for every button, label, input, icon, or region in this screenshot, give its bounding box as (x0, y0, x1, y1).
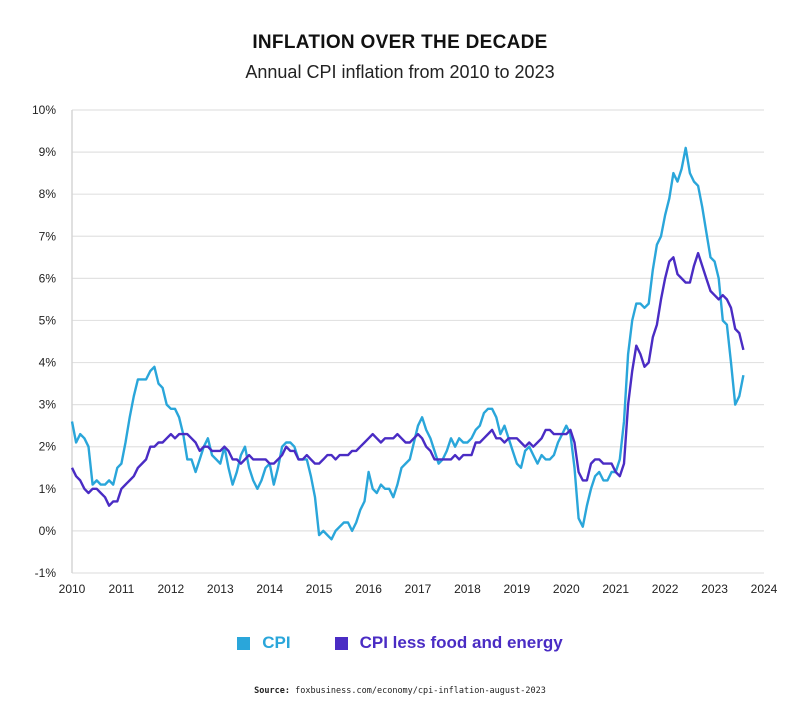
y-tick-label: -1% (35, 566, 57, 580)
y-tick-label: 3% (39, 398, 57, 412)
y-tick-label: 6% (39, 271, 57, 285)
x-tick-label: 2016 (355, 582, 382, 596)
source-note: Source: foxbusiness.com/economy/cpi-infl… (0, 686, 800, 696)
y-tick-label: 8% (39, 187, 57, 201)
chart-title: INFLATION OVER THE DECADE (252, 32, 548, 53)
x-tick-label: 2017 (405, 582, 432, 596)
y-tick-label: 7% (39, 229, 57, 243)
x-tick-label: 2014 (256, 582, 283, 596)
y-tick-label: 2% (39, 440, 57, 454)
legend-label-cpi: CPI (262, 633, 291, 652)
legend-swatch-core-cpi (334, 636, 348, 650)
x-tick-label: 2018 (454, 582, 481, 596)
chart-subtitle: Annual CPI inflation from 2010 to 2023 (245, 62, 555, 82)
y-tick-label: 1% (39, 482, 57, 496)
source-text: foxbusiness.com/economy/cpi-inflation-au… (295, 686, 546, 696)
x-tick-label: 2023 (701, 582, 728, 596)
legend-swatch-cpi (237, 636, 251, 650)
y-tick-label: 4% (39, 356, 57, 370)
y-tick-label: 0% (39, 524, 57, 538)
y-tick-label: 9% (39, 145, 57, 159)
source-label: Source: (254, 686, 290, 696)
x-tick-label: 2012 (158, 582, 185, 596)
y-tick-label: 10% (32, 103, 56, 117)
x-tick-label: 2024 (751, 582, 778, 596)
legend-item-cpi: CPI (237, 633, 291, 653)
x-tick-label: 2015 (306, 582, 333, 596)
y-tick-label: 5% (39, 313, 57, 327)
legend-label-core-cpi: CPI less food and energy (359, 633, 563, 652)
x-tick-label: 2010 (59, 582, 86, 596)
x-tick-label: 2019 (504, 582, 531, 596)
legend-item-core-cpi: CPI less food and energy (334, 633, 563, 653)
legend: CPI CPI less food and energy (0, 633, 800, 653)
x-tick-label: 2011 (109, 582, 135, 596)
series-line-core-cpi (70, 251, 745, 507)
series-line-cpi (70, 146, 745, 541)
x-tick-label: 2021 (602, 582, 629, 596)
x-tick-label: 2022 (652, 582, 679, 596)
x-tick-label: 2013 (207, 582, 234, 596)
x-tick-label: 2020 (553, 582, 580, 596)
